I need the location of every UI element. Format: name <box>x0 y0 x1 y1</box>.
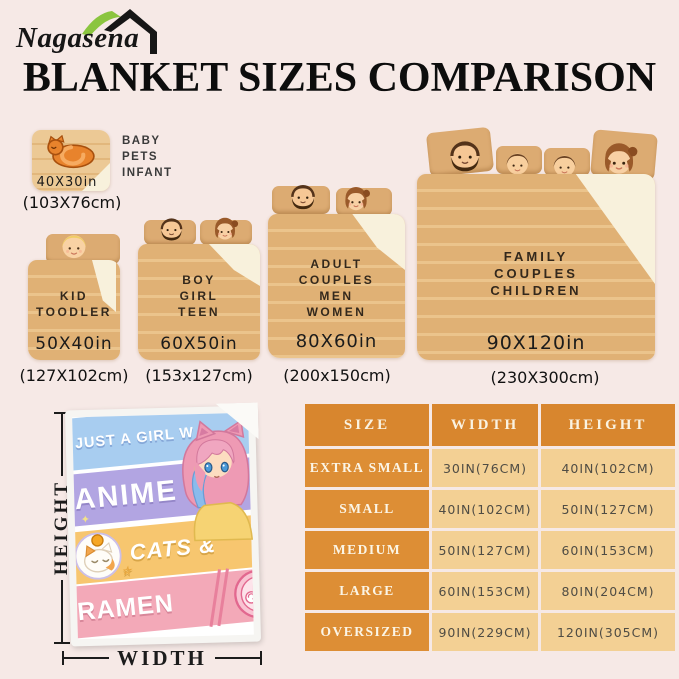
metric-size-caption: (127X102cm) <box>19 366 129 385</box>
metric-size-caption: (103X76cm) <box>22 193 122 212</box>
man-head-icon <box>156 213 187 244</box>
audience-labels: FAMILY COUPLES CHILDREN <box>417 174 655 332</box>
table-row-height: 80IN(204CM) <box>541 572 675 610</box>
table-header-width: WIDTH <box>432 404 538 446</box>
audience-line: COUPLES <box>494 266 578 281</box>
audience-labels: ADULT COUPLES MEN WOMEN <box>268 214 405 331</box>
width-measure: WIDTH <box>62 646 262 670</box>
table-row-size: OVERSIZED <box>305 613 429 651</box>
brand-logo: Nagasena <box>16 6 176 60</box>
table-row-width: 40IN(102CM) <box>432 490 538 528</box>
house-roof-leaf-icon <box>82 9 157 54</box>
cat-badge-icon <box>72 530 124 582</box>
father-head-icon <box>444 134 486 176</box>
anime-blanket-product: JUST A GIRL W ANIME ✦ CATS & ☆ ☆ RAMEN ✦ <box>64 406 262 647</box>
table-row-width: 60IN(153CM) <box>432 572 538 610</box>
ramen-bowl-icon <box>230 566 254 623</box>
band-text: ANIME <box>72 474 180 516</box>
measure-line <box>61 579 63 643</box>
table-row-height: 40IN(102CM) <box>541 449 675 487</box>
audience-labels: BABY PETS INFANT <box>122 133 173 181</box>
table-row-height: 50IN(127CM) <box>541 490 675 528</box>
kid-blanket: KID TOODLER 50X40in <box>28 260 120 360</box>
audience-line: TOODLER <box>36 305 112 319</box>
metric-size-caption: (200x150cm) <box>283 366 391 385</box>
audience-line: COUPLES <box>298 273 375 287</box>
audience-labels: BOY GIRL TEEN <box>138 244 260 334</box>
band-text: RAMEN <box>76 588 175 626</box>
brand-name: Nagasena <box>16 22 140 54</box>
table-row-width: 90IN(229CM) <box>432 613 538 651</box>
audience-labels: KID TOODLER <box>28 260 120 334</box>
family-blanket: FAMILY COUPLES CHILDREN 90X120in <box>417 174 655 360</box>
audience-line: BABY <box>122 135 161 147</box>
woman-head-icon <box>340 183 372 215</box>
star-icon: ✦ <box>80 513 91 527</box>
table-row-size: EXTRA SMALL <box>305 449 429 487</box>
blanket-size-label: 40X30in <box>36 175 98 190</box>
table-row-height: 60IN(153CM) <box>541 531 675 569</box>
audience-line: BOY <box>182 273 216 287</box>
table-header-size: SIZE <box>305 404 429 446</box>
adult-blanket: ADULT COUPLES MEN WOMEN 80X60in <box>268 214 405 358</box>
table-header-height: HEIGHT <box>541 404 675 446</box>
measure-tick <box>54 642 70 645</box>
audience-line: MEN <box>319 289 354 303</box>
teen-blanket: BOY GIRL TEEN 60X50in <box>138 244 260 360</box>
measure-line <box>214 657 260 659</box>
anime-girl-icon <box>165 417 260 543</box>
audience-line: INFANT <box>122 167 173 179</box>
measure-tick <box>62 651 64 665</box>
blanket-size-label: 60X50in <box>160 334 238 354</box>
blanket-size-label: 80X60in <box>295 331 378 352</box>
audience-line: CHILDREN <box>490 283 582 298</box>
blanket-size-label: 90X120in <box>486 332 586 354</box>
table-row-size: MEDIUM <box>305 531 429 569</box>
table-row-width: 30IN(76CM) <box>432 449 538 487</box>
audience-line: PETS <box>122 151 159 163</box>
size-table: SIZE WIDTH HEIGHT EXTRA SMALL 30IN(76CM)… <box>305 404 675 651</box>
audience-line: FAMILY <box>503 249 569 264</box>
metric-size-caption: (153x127cm) <box>145 366 253 385</box>
audience-line: KID <box>59 289 89 303</box>
blanket-size-label: 50X40in <box>35 334 113 354</box>
audience-line: GIRL <box>179 289 219 303</box>
audience-line: WOMEN <box>306 305 367 319</box>
measure-tick <box>54 412 70 414</box>
metric-size-caption: (230X300cm) <box>490 368 600 387</box>
measure-line <box>61 414 63 477</box>
height-measure: HEIGHT <box>50 412 74 645</box>
woman-head-icon <box>210 214 240 244</box>
audience-line: TEEN <box>177 305 220 319</box>
table-row-width: 50IN(127CM) <box>432 531 538 569</box>
width-label: WIDTH <box>117 645 207 670</box>
star-icon: ☆ <box>121 564 134 578</box>
audience-line: ADULT <box>310 257 363 271</box>
man-head-icon <box>286 179 320 213</box>
curled-cat-icon <box>44 135 98 171</box>
table-row-size: LARGE <box>305 572 429 610</box>
kid-head-icon <box>57 228 91 262</box>
baby-blanket: 40X30in <box>32 130 110 191</box>
measure-line <box>64 657 110 659</box>
measure-tick <box>260 651 262 665</box>
page-title: BLANKET SIZES COMPARISON <box>22 55 657 101</box>
table-row-size: SMALL <box>305 490 429 528</box>
table-row-height: 120IN(305CM) <box>541 613 675 651</box>
